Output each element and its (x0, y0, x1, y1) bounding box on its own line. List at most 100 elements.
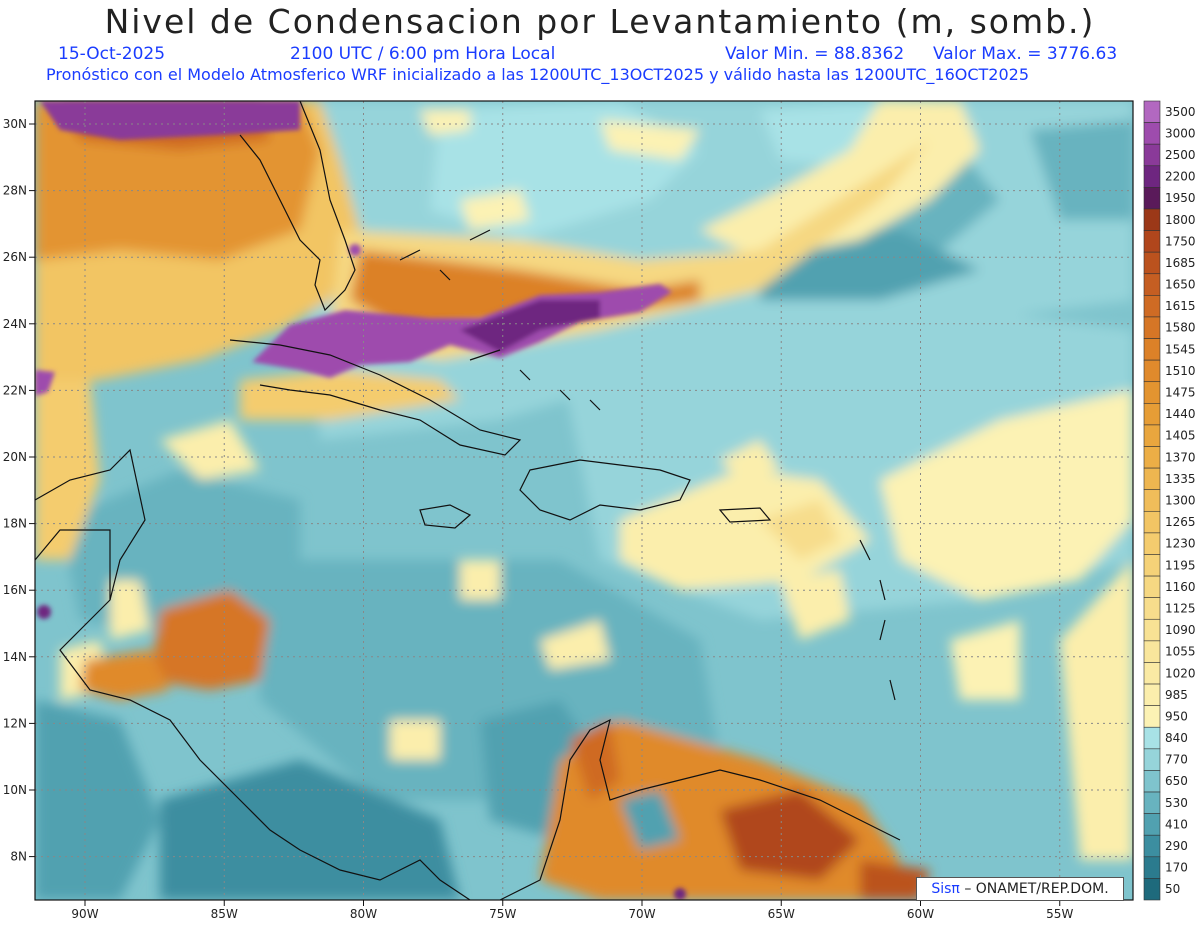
legend-swatch (1143, 403, 1161, 426)
legend-label: 650 (1165, 774, 1188, 788)
credit-org: – ONAMET/REP.DOM. (964, 881, 1109, 897)
legend-label: 1545 (1165, 342, 1196, 356)
legend-swatch (1143, 554, 1161, 577)
legend-label: 770 (1165, 753, 1188, 767)
legend-label: 1950 (1165, 191, 1196, 205)
legend-label: 1475 (1165, 386, 1196, 400)
legend-label: 1020 (1165, 666, 1196, 680)
legend-swatch (1143, 510, 1161, 534)
lat-label: 12N (3, 716, 27, 730)
legend-swatch (1143, 834, 1161, 858)
legend-label: 1230 (1165, 537, 1196, 551)
legend-label: 1265 (1165, 515, 1196, 529)
legend-label: 1650 (1165, 278, 1196, 292)
lon-label: 60W (907, 907, 934, 921)
legend-swatch (1143, 856, 1161, 879)
lat-label: 14N (3, 650, 27, 664)
legend-swatch (1143, 359, 1161, 383)
legend-label: 950 (1165, 709, 1188, 723)
legend-swatch (1143, 208, 1161, 231)
legend-swatch (1143, 618, 1161, 642)
lat-label: 26N (3, 250, 27, 264)
legend-label: 530 (1165, 796, 1188, 810)
model-subtitle: Pronóstico con el Modelo Atmosferico WRF… (46, 65, 1030, 84)
axis-ticks: 90W 85W 80W 75W 70W 65W 60W 55W 30N 28N 26N 24N 22N 2… (3, 117, 1074, 921)
lon-label: 65W (768, 907, 795, 921)
legend-swatch (1143, 770, 1161, 793)
legend-label: 1510 (1165, 364, 1196, 378)
legend-swatch (1143, 662, 1161, 685)
legend-label: 1195 (1165, 558, 1196, 572)
credit-box: Sisπ – ONAMET/REP.DOM. (916, 877, 1124, 901)
legend-label: 2200 (1165, 170, 1196, 184)
map-frame (34, 100, 1134, 901)
legend-swatch (1143, 489, 1161, 512)
lat-lon-grid (35, 101, 1133, 900)
legend-label: 50 (1165, 882, 1180, 896)
min-value: Valor Min. = 88.8362 (725, 44, 905, 64)
legend-swatch (1143, 467, 1161, 491)
legend-label: 1800 (1165, 213, 1196, 227)
lon-label: 90W (71, 907, 98, 921)
legend-label: 1440 (1165, 407, 1196, 421)
chart-title: Nivel de Condensacion por Levantamiento … (104, 2, 1096, 41)
legend-swatch (1143, 230, 1161, 253)
legend-swatch (1143, 640, 1161, 663)
lon-label: 80W (350, 907, 377, 921)
legend-label: 1685 (1165, 256, 1196, 270)
lat-label: 24N (3, 317, 27, 331)
max-value: Valor Max. = 3776.63 (933, 44, 1118, 64)
legend-label: 840 (1165, 731, 1188, 745)
legend-swatch (1143, 316, 1161, 339)
lon-label: 70W (628, 907, 655, 921)
legend-label: 985 (1165, 688, 1188, 702)
legend-label: 1125 (1165, 601, 1196, 615)
legend-swatch (1143, 878, 1161, 901)
legend-swatch (1143, 381, 1161, 404)
color-legend: 3500 3000 2500 2200 1950 1800 1750 1685 1650 1615… (1143, 100, 1196, 901)
legend-label: 3500 (1165, 105, 1196, 119)
lat-label: 20N (3, 450, 27, 464)
legend-swatch (1143, 597, 1161, 620)
legend-swatch (1143, 143, 1161, 167)
lat-label: 16N (3, 583, 27, 597)
lat-label: 18N (3, 517, 27, 531)
legend-swatch (1143, 338, 1161, 361)
credit-pi: π (951, 881, 960, 897)
legend-swatch (1143, 575, 1161, 598)
lat-label: 8N (10, 850, 27, 864)
legend-swatch (1143, 424, 1161, 447)
legend-label: 2500 (1165, 148, 1196, 162)
legend-swatch (1143, 100, 1161, 123)
legend-swatch (1143, 187, 1161, 210)
legend-swatch (1143, 726, 1161, 750)
legend-label: 170 (1165, 861, 1188, 875)
legend-swatch (1143, 705, 1161, 728)
legend-label: 290 (1165, 839, 1188, 853)
lat-label: 10N (3, 783, 27, 797)
legend-swatch (1143, 532, 1161, 555)
legend-label: 410 (1165, 817, 1188, 831)
lat-label: 30N (3, 117, 27, 131)
lon-label: 55W (1046, 907, 1073, 921)
credit-sis: Sis (931, 881, 952, 897)
legend-label: 1090 (1165, 623, 1196, 637)
legend-swatch (1143, 251, 1161, 275)
legend-label: 1055 (1165, 645, 1196, 659)
legend-swatch (1143, 165, 1161, 188)
legend-label: 3000 (1165, 126, 1196, 140)
forecast-time: 2100 UTC / 6:00 pm Hora Local (290, 44, 556, 64)
coastlines (34, 100, 901, 901)
legend-label: 1405 (1165, 429, 1196, 443)
legend-label: 1615 (1165, 299, 1196, 313)
lat-label: 28N (3, 184, 27, 198)
forecast-date: 15-Oct-2025 (58, 44, 166, 64)
legend-swatch (1143, 446, 1161, 469)
lcl-shading (35, 101, 1133, 900)
legend-swatch (1143, 813, 1161, 836)
lon-label: 85W (211, 907, 238, 921)
legend-swatch (1143, 683, 1161, 706)
legend-swatch (1143, 791, 1161, 814)
legend-swatch (1143, 122, 1161, 145)
